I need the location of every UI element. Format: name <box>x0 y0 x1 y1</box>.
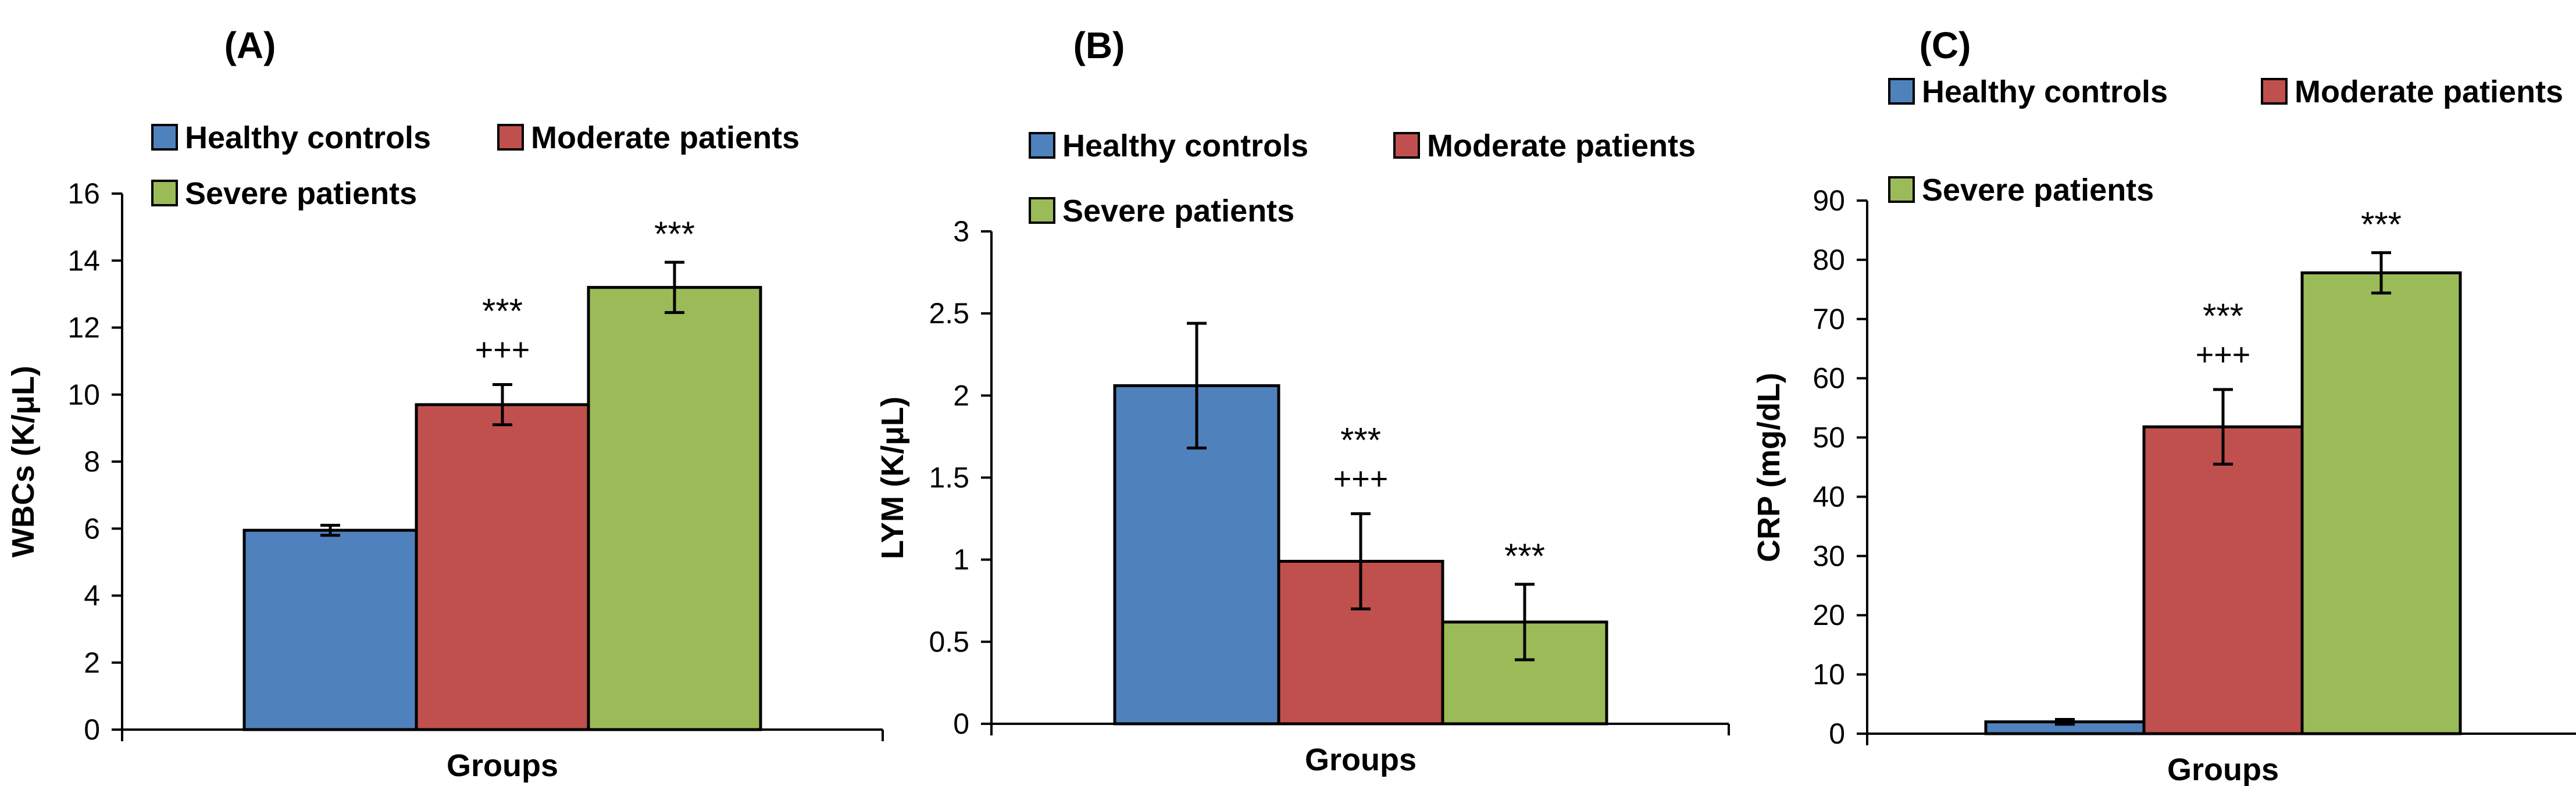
y-tick-label: 1 <box>953 544 969 576</box>
y-tick-label: 10 <box>1813 658 1845 691</box>
legend-swatch-1 <box>151 124 178 151</box>
significance-mark: *** <box>2203 296 2243 335</box>
significance-mark: *** <box>482 291 523 330</box>
y-tick-label: 20 <box>1813 599 1845 631</box>
y-tick-label: 10 <box>67 378 100 411</box>
y-tick-label: 50 <box>1813 421 1845 454</box>
y-tick-label: 70 <box>1813 303 1845 335</box>
panel-a: (A) 0 2 4 6 8 10 12 14 16 WBCs (K/μL) Groups Healthy… <box>6 24 884 783</box>
y-tick-label: 2 <box>953 379 969 412</box>
significance-mark: *** <box>1340 421 1381 460</box>
panel-label: (B) <box>1073 24 1125 66</box>
y-tick-label: 14 <box>67 244 100 277</box>
y-tick-label: 4 <box>84 580 100 612</box>
significance-mark: +++ <box>2196 337 2251 372</box>
x-axis-label: Groups <box>1305 742 1417 777</box>
bar-3 <box>587 285 762 731</box>
significance-mark: *** <box>1504 537 1545 576</box>
panel-label: (A) <box>224 24 276 66</box>
legend-label-1: Healthy controls <box>1062 128 1308 163</box>
y-tick-label: 80 <box>1813 244 1845 276</box>
y-tick-label: 40 <box>1813 480 1845 513</box>
legend-label-3: Severe patients <box>1922 173 2154 208</box>
panel-b: (B) 0 0.5 1 1.5 2 2.5 3 LYM (K/μL) Groups Healthy … <box>875 24 1730 777</box>
y-tick-label: 6 <box>84 512 100 545</box>
panel-c: (C) 0 10 20 30 40 50 60 70 80 90 CRP (mg/dL) Groups H… <box>1751 24 2576 786</box>
y-tick-label: 0 <box>953 708 969 740</box>
legend-label-2: Moderate patients <box>531 120 800 155</box>
y-tick-label: 1.5 <box>929 462 969 494</box>
legend-label-3: Severe patients <box>1062 194 1294 228</box>
y-axis-label: WBCs (K/μL) <box>6 366 41 558</box>
y-tick-label: 30 <box>1813 540 1845 572</box>
bar-1 <box>242 528 418 731</box>
legend-label-2: Moderate patients <box>2295 74 2563 109</box>
legend-label-1: Healthy controls <box>185 120 431 155</box>
x-axis-label: Groups <box>447 748 558 783</box>
bar-1 <box>1113 384 1280 726</box>
legend-swatch-2 <box>497 124 524 151</box>
y-tick-label: 3 <box>953 215 969 248</box>
y-tick-label: 90 <box>1813 184 1845 217</box>
legend-swatch-2 <box>1393 132 1420 159</box>
legend-swatch-1 <box>1888 78 1915 105</box>
y-tick-label: 16 <box>67 177 100 210</box>
y-tick-label: 60 <box>1813 362 1845 395</box>
legend-swatch-1 <box>1029 132 1055 159</box>
significance-mark: +++ <box>475 332 530 367</box>
legend-label-2: Moderate patients <box>1427 128 1696 163</box>
y-tick-label: 8 <box>84 445 100 478</box>
y-tick-label: 0 <box>1829 717 1845 750</box>
y-tick-label: 0.5 <box>929 626 969 658</box>
y-tick-label: 12 <box>67 312 100 344</box>
x-axis-label: Groups <box>2167 752 2279 786</box>
legend-label-1: Healthy controls <box>1922 74 2168 109</box>
y-tick-label: 2 <box>84 646 100 679</box>
significance-mark: *** <box>654 215 695 253</box>
legend-label-3: Severe patients <box>185 176 417 211</box>
bar-2 <box>2142 425 2304 735</box>
y-tick-label: 0 <box>84 713 100 746</box>
significance-mark: *** <box>2361 205 2402 244</box>
legend-swatch-3 <box>1029 197 1055 224</box>
significance-mark: +++ <box>1333 462 1389 496</box>
y-tick-label: 2.5 <box>929 297 969 330</box>
y-axis-label: CRP (mg/dL) <box>1751 373 1786 562</box>
panel-label: (C) <box>1919 24 1971 66</box>
bar-2 <box>415 403 590 731</box>
legend-swatch-3 <box>1888 176 1915 203</box>
legend-swatch-2 <box>2261 78 2288 105</box>
y-axis-label: LYM (K/μL) <box>875 396 910 559</box>
bar-3 <box>2300 271 2462 735</box>
legend-swatch-3 <box>151 180 178 206</box>
